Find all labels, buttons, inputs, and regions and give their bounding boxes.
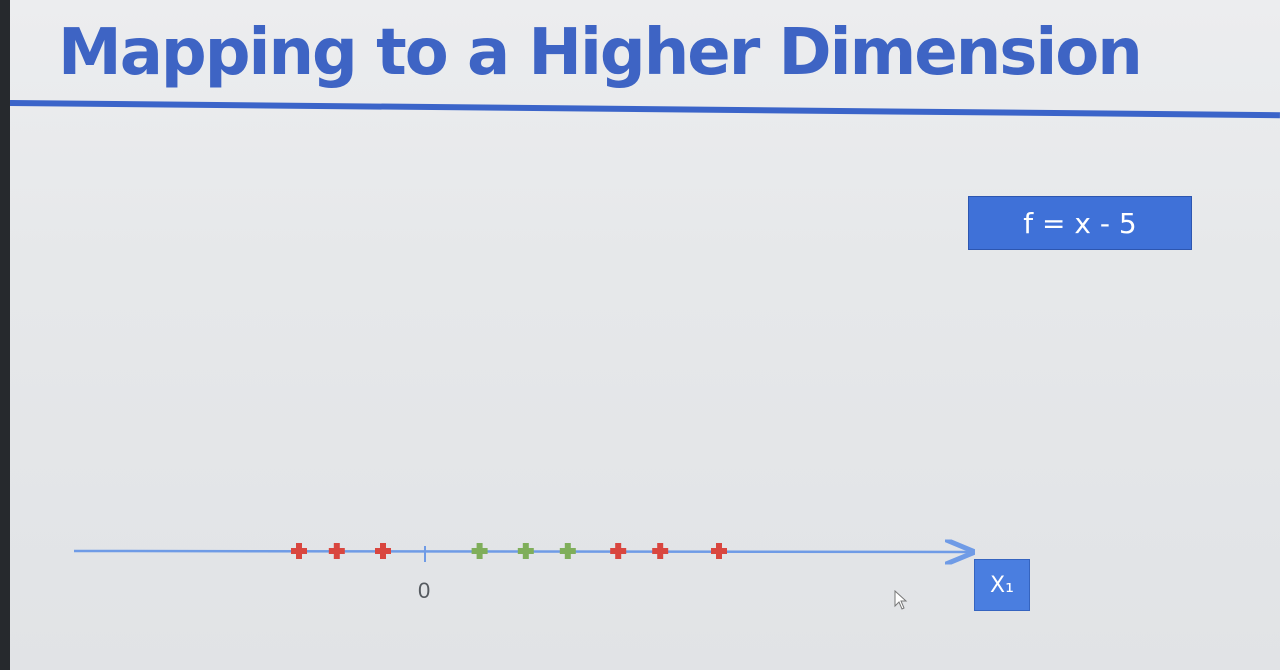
plus-point-green-6 [559,543,576,559]
plus-point-red-9 [711,543,727,559]
plus-point-red-1 [291,543,307,559]
plus-point-green-5 [517,543,534,559]
plus-point-red-8 [652,543,669,559]
formula-box: f = x - 5 [968,196,1192,250]
tick-label-zero: 0 [418,578,430,603]
plus-point-red-7 [610,543,627,559]
data-points [291,543,727,559]
plus-point-red-3 [375,543,391,559]
number-line-diagram: 0 [73,0,1280,603]
plus-point-red-2 [328,543,345,559]
formula-text: f = x - 5 [1023,206,1137,240]
mouse-pointer-icon [894,590,908,610]
axis-label-x1: X₁ [974,559,1030,611]
slide: Mapping to a Higher Dimension f = x - 5 … [10,0,1280,670]
slide-title: Mapping to a Higher Dimension [58,16,1143,90]
plus-point-green-4 [471,543,488,559]
axis-label-text: X₁ [990,572,1014,598]
